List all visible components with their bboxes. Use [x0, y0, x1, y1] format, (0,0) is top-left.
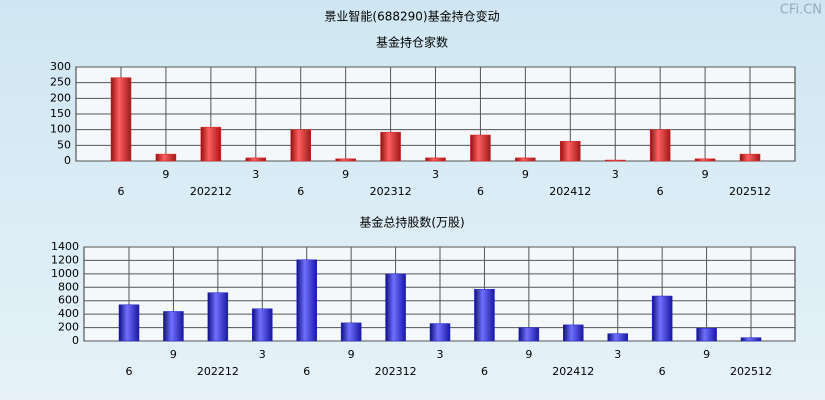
bar — [207, 292, 229, 342]
x-tick-label: 202212 — [190, 185, 232, 198]
bar — [651, 295, 673, 342]
x-tick-label: 9 — [522, 168, 529, 181]
bar — [740, 337, 762, 342]
bar — [649, 129, 671, 162]
chart-subtitle: 基金总持股数(万股) — [359, 215, 464, 230]
x-tick-label: 3 — [259, 348, 266, 361]
y-tick-label: 250 — [50, 76, 71, 89]
chart-subtitle: 基金持仓家数 — [376, 35, 448, 50]
y-tick-label: 800 — [58, 280, 79, 293]
x-tick-label: 6 — [481, 365, 488, 378]
bar — [118, 304, 140, 342]
page-title: 景业智能(688290)基金持仓变动 — [324, 9, 499, 24]
y-tick-label: 100 — [50, 123, 71, 136]
x-tick-label: 3 — [432, 168, 439, 181]
bar — [245, 157, 267, 162]
bar — [694, 158, 716, 162]
bar — [470, 134, 491, 162]
x-tick-label: 3 — [252, 168, 259, 181]
y-tick-label: 200 — [58, 321, 79, 334]
bar — [290, 129, 311, 162]
x-tick-label: 202512 — [729, 185, 771, 198]
x-tick-label: 9 — [702, 168, 709, 181]
bar — [163, 311, 184, 342]
bar — [518, 327, 540, 342]
bar — [563, 324, 584, 342]
bar — [607, 333, 628, 342]
x-tick-label: 6 — [659, 365, 666, 378]
y-tick-label: 0 — [64, 154, 71, 167]
x-tick-label: 6 — [303, 365, 310, 378]
y-tick-label: 300 — [50, 60, 71, 73]
bar — [380, 131, 401, 162]
bar — [425, 157, 446, 162]
y-tick-label: 0 — [72, 334, 79, 347]
x-tick-label: 202312 — [375, 365, 417, 378]
bar — [200, 126, 222, 162]
x-tick-label: 3 — [612, 168, 619, 181]
x-tick-label: 9 — [170, 348, 177, 361]
x-tick-label: 6 — [118, 185, 125, 198]
x-tick-label: 202412 — [552, 365, 594, 378]
x-tick-label: 3 — [437, 348, 444, 361]
x-tick-label: 9 — [162, 168, 169, 181]
x-tick-label: 202312 — [370, 185, 412, 198]
bar — [335, 158, 356, 162]
y-tick-label: 1400 — [51, 240, 79, 253]
y-tick-label: 1000 — [51, 267, 79, 280]
x-tick-label: 3 — [614, 348, 621, 361]
x-tick-label: 202512 — [730, 365, 772, 378]
bar — [429, 323, 451, 342]
x-tick-label: 9 — [703, 348, 710, 361]
bar — [155, 153, 177, 162]
x-tick-label: 6 — [657, 185, 664, 198]
x-tick-label: 9 — [342, 168, 349, 181]
bar — [252, 308, 273, 342]
x-tick-label: 9 — [348, 348, 355, 361]
x-tick-label: 202412 — [549, 185, 591, 198]
bar — [385, 273, 406, 342]
x-tick-label: 6 — [477, 185, 484, 198]
bar — [110, 77, 132, 162]
bar — [340, 322, 362, 342]
x-tick-label: 202212 — [197, 365, 239, 378]
bar — [739, 153, 761, 162]
bar — [474, 289, 495, 342]
x-tick-label: 6 — [297, 185, 304, 198]
bar — [296, 259, 317, 342]
bar — [560, 141, 581, 162]
bar — [515, 157, 536, 162]
bar — [604, 159, 626, 162]
y-tick-label: 400 — [58, 307, 79, 320]
y-tick-label: 50 — [57, 138, 71, 151]
y-tick-label: 150 — [50, 107, 71, 120]
y-tick-label: 1200 — [51, 253, 79, 266]
y-tick-label: 200 — [50, 91, 71, 104]
watermark: CFi.CN — [780, 3, 822, 18]
x-tick-label: 6 — [126, 365, 133, 378]
y-tick-label: 600 — [58, 294, 79, 307]
x-tick-label: 9 — [525, 348, 532, 361]
bar — [696, 327, 717, 342]
